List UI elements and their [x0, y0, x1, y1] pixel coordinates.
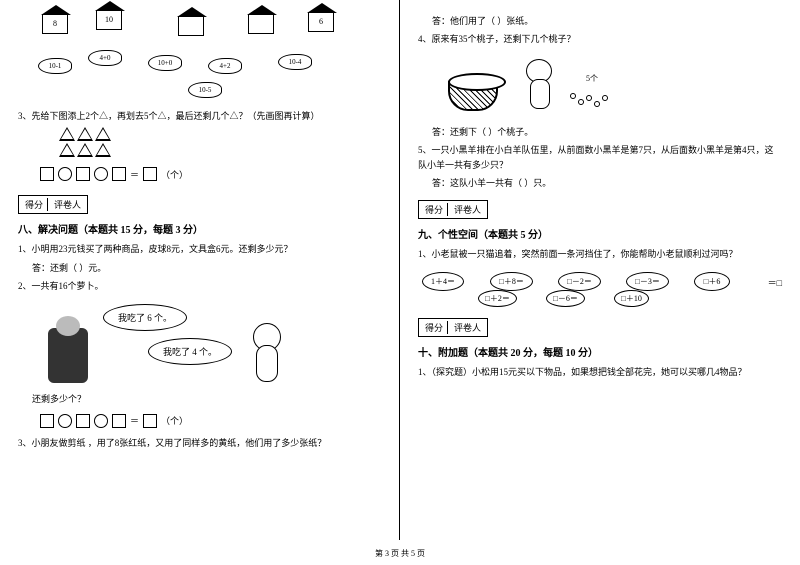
q8-1-answer: 答：还剩（ ）元。	[32, 261, 381, 275]
q9-1: 1、小老鼠被一只猫追着，突然前面一条河挡住了，你能帮助小老鼠顺利过河吗？	[418, 247, 782, 261]
q10-1: 1、（探究题）小松用15元买以下物品，如果想把钱全部花完，她可以买哪几4物品？	[418, 365, 782, 379]
q8-5-answer: 答：这队小羊一共有（ ）只。	[432, 176, 782, 190]
section-9-title: 九、个性空间（本题共 5 分）	[418, 226, 782, 241]
rabbit-diagram: 我吃了 6 个。 我吃了 4 个。	[18, 298, 381, 388]
section-10-title: 十、附加题（本题共 20 分，每题 10 分）	[418, 344, 782, 359]
score-box-8: 得分评卷人	[18, 195, 88, 214]
q8-4: 4、原来有35个桃子，还剩下几个桃子？	[418, 32, 782, 46]
equation-line-1: ＝（个）	[38, 167, 381, 181]
answer-paper: 答：他们用了（ ）张纸。	[432, 14, 782, 28]
equation-line-2: ＝（个）	[38, 414, 381, 428]
q8-2: 2、一共有16个萝卜。	[18, 279, 381, 293]
q3-text: 3、先给下图添上2个△，再划去5个△，最后还剩几个△？（先画图再计算）	[18, 109, 381, 123]
monkey-diagram: 5个	[418, 51, 782, 121]
q8-3: 3、小朋友做剪纸 ，用了8张红纸，又用了同样多的黄纸，他们用了多少张纸？	[18, 436, 381, 450]
triangle-row-2	[58, 143, 381, 159]
q8-5: 5、一只小黑羊排在小白羊队伍里，从前面数小黑羊是第7只，从后面数小黑羊是第4只，…	[418, 143, 782, 172]
q8-1: 1、小明用23元钱买了两种商品，皮球8元，文具盒6元。还剩多少元？	[18, 242, 381, 256]
oval-chain: 1＋4＝ □＋8＝ □－2＝ □－3＝ □＋6 □＋2＝ □－6＝ □＋10 ＝…	[418, 268, 782, 306]
fish-house-diagram: 8 10 6 10-1 4+0 10+0 4+2 10-4 10-5	[18, 10, 381, 105]
q8-4-answer: 答：还剩下（ ）个桃子。	[432, 125, 782, 139]
page-footer: 第 3 页 共 5 页	[0, 548, 800, 559]
q8-2b: 还剩多少个？	[32, 392, 381, 406]
score-box-10: 得分评卷人	[418, 318, 488, 337]
section-8-title: 八、解决问题（本题共 15 分，每题 3 分）	[18, 221, 381, 236]
score-box-9: 得分评卷人	[418, 200, 488, 219]
triangle-row-1	[58, 127, 381, 143]
